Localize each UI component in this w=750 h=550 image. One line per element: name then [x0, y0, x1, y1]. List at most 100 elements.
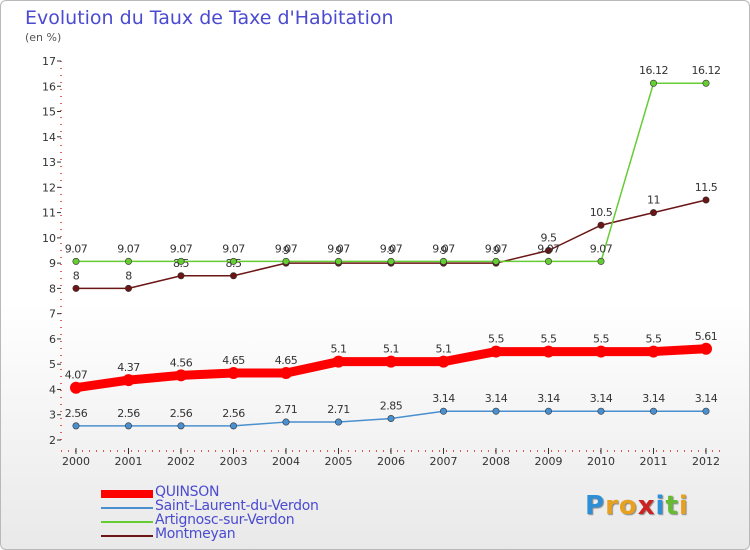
- data-label: 9.07: [275, 242, 298, 255]
- data-point: [597, 257, 605, 265]
- data-point: [439, 257, 447, 265]
- data-label: 8: [125, 269, 132, 282]
- y-tick-label: 13: [42, 156, 56, 169]
- data-point: [177, 422, 185, 430]
- data-label: 5.61: [695, 330, 718, 343]
- data-point: [70, 381, 82, 394]
- x-tick-label: 2010: [587, 455, 615, 468]
- data-label: 5.5: [541, 333, 557, 346]
- data-label: 9.07: [222, 242, 245, 255]
- data-point: [280, 367, 292, 380]
- logo-letter: o: [618, 491, 638, 521]
- legend-item: Montmeyan: [101, 526, 401, 542]
- data-point: [437, 355, 450, 368]
- data-label: 9: [493, 244, 500, 257]
- data-label: 9.07: [537, 242, 560, 255]
- data-label: 3.14: [485, 392, 508, 405]
- data-label: 9: [283, 244, 290, 257]
- y-tick-label: 2: [49, 434, 56, 447]
- data-label: 8: [73, 269, 80, 282]
- proxiti-logo: Proxiti: [585, 491, 689, 521]
- y-tick-label: 9: [49, 257, 56, 270]
- data-point: [595, 345, 607, 358]
- y-tick-label: 7: [49, 308, 56, 321]
- data-point: [230, 257, 238, 265]
- data-point: [490, 345, 502, 358]
- data-label: 2.85: [380, 400, 403, 413]
- data-point: [227, 367, 240, 380]
- data-label: 3.14: [695, 392, 718, 405]
- data-point: [230, 422, 238, 430]
- data-label: 2.56: [170, 407, 193, 420]
- legend-swatch: [101, 507, 153, 509]
- logo-letter: x: [637, 491, 656, 521]
- x-tick-label: 2008: [482, 455, 510, 468]
- y-tick-label: 12: [42, 181, 56, 194]
- data-label: 5.1: [436, 343, 452, 356]
- data-point: [125, 257, 133, 265]
- data-label: 2.71: [275, 403, 298, 416]
- data-point: [177, 257, 185, 265]
- data-point: [334, 257, 342, 265]
- data-label: 9.07: [485, 242, 508, 255]
- data-label: 4.65: [275, 354, 298, 367]
- data-point: [649, 407, 657, 415]
- logo-letter: r: [605, 491, 619, 521]
- y-tick-label: 5: [49, 358, 56, 371]
- legend-swatch: [101, 490, 153, 498]
- data-point: [439, 407, 447, 415]
- data-point: [544, 247, 552, 255]
- y-tick-label: 14: [42, 131, 56, 144]
- data-label: 16.12: [692, 64, 721, 77]
- data-label: 3.14: [590, 392, 613, 405]
- data-label: 5.5: [646, 333, 662, 346]
- chart-subtitle: (en %): [25, 31, 62, 44]
- legend-label: QUINSON: [155, 484, 220, 500]
- chart-title: Evolution du Taux de Taxe d'Habitation: [25, 7, 394, 29]
- x-tick-label: 2009: [535, 455, 563, 468]
- y-tick-label: 6: [49, 333, 56, 346]
- data-point: [544, 257, 552, 265]
- data-point: [230, 272, 238, 280]
- data-point: [125, 422, 133, 430]
- y-tick-label: 4: [49, 383, 56, 396]
- data-point: [387, 257, 395, 265]
- x-tick-label: 2012: [692, 455, 720, 468]
- data-label: 3.14: [432, 392, 455, 405]
- x-tick-label: 2011: [640, 455, 668, 468]
- data-point: [125, 284, 133, 292]
- legend-item: Saint-Laurent-du-Verdon: [101, 498, 401, 514]
- data-point: [72, 422, 80, 430]
- x-tick-label: 2003: [220, 455, 248, 468]
- data-label: 9.07: [170, 242, 193, 255]
- y-tick-label: 16: [42, 80, 56, 93]
- data-label: 5.5: [488, 333, 504, 346]
- data-point: [282, 418, 290, 426]
- y-tick-label: 10: [42, 232, 56, 245]
- data-label: 4.65: [222, 354, 245, 367]
- data-point: [332, 355, 345, 368]
- data-point: [649, 79, 657, 87]
- x-tick-label: 2007: [430, 455, 458, 468]
- x-tick-label: 2001: [115, 455, 143, 468]
- data-point: [702, 196, 710, 204]
- data-label: 9: [388, 244, 395, 257]
- data-label: 4.37: [117, 361, 140, 374]
- data-label: 5.1: [383, 343, 399, 356]
- legend-item: Artignosc-sur-Verdon: [101, 512, 401, 528]
- data-point: [177, 272, 185, 280]
- data-point: [492, 257, 500, 265]
- data-point: [702, 407, 710, 415]
- y-tick-label: 3: [49, 409, 56, 422]
- logo-letter: P: [585, 491, 606, 521]
- data-label: 2.56: [222, 407, 245, 420]
- legend-swatch: [101, 535, 153, 537]
- data-label: 9: [335, 244, 342, 257]
- data-point: [702, 79, 710, 87]
- legend-item: QUINSON: [101, 484, 401, 500]
- data-label: 3.14: [537, 392, 560, 405]
- y-tick-label: 11: [42, 207, 56, 220]
- x-tick-label: 2005: [325, 455, 353, 468]
- data-label: 9.07: [327, 242, 350, 255]
